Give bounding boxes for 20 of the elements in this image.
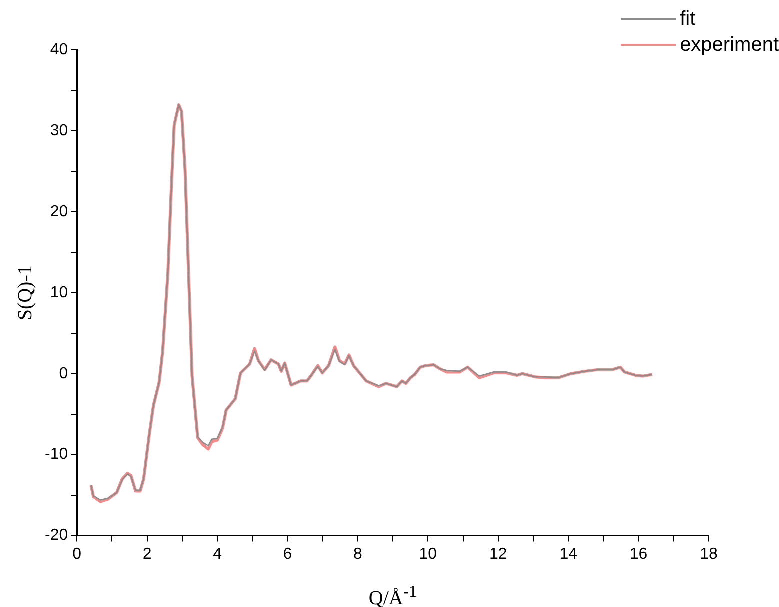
y-tick-label: 10	[50, 284, 68, 302]
x-tick-label: 0	[72, 546, 82, 563]
x-tick-label: 8	[354, 546, 363, 563]
y-tick-label: 0	[59, 365, 68, 382]
y-tick-label: 30	[50, 122, 68, 140]
x-tick-label: 12	[489, 546, 508, 563]
legend-label: experiment	[680, 33, 779, 58]
y-tick-label: 40	[50, 41, 68, 58]
y-tick-label: -10	[45, 446, 68, 464]
y-tick-label: -20	[45, 527, 68, 544]
y-tick-label: 20	[50, 203, 68, 220]
legend-label: fit	[680, 7, 696, 32]
y-axis-title: S(Q)-1	[14, 265, 36, 321]
x-tick-label: 16	[630, 546, 648, 563]
x-tick-label: 2	[142, 546, 152, 563]
x-tick-label: 4	[213, 546, 222, 563]
x-tick-label: 6	[283, 546, 292, 563]
x-tick-label: 18	[700, 546, 718, 563]
x-tick-label: 10	[419, 546, 438, 563]
x-tick-label: 14	[560, 546, 578, 563]
